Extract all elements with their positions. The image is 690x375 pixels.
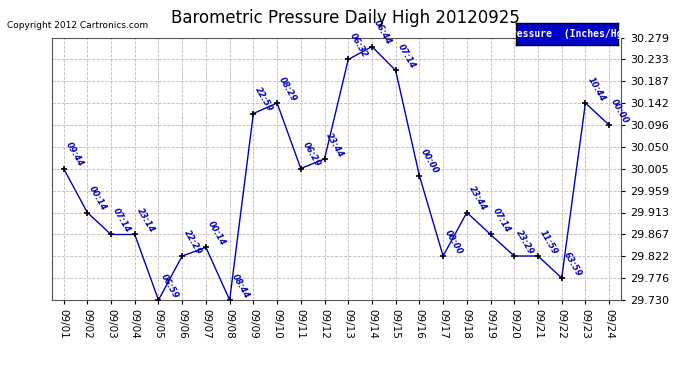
Text: 63:59: 63:59 [562, 250, 583, 278]
Text: 00:00: 00:00 [443, 228, 464, 256]
Text: 08:44: 08:44 [230, 272, 251, 300]
Text: 23:29: 23:29 [514, 228, 535, 256]
Text: 06:59: 06:59 [159, 272, 179, 300]
Text: Barometric Pressure Daily High 20120925: Barometric Pressure Daily High 20120925 [170, 9, 520, 27]
Text: Copyright 2012 Cartronics.com: Copyright 2012 Cartronics.com [7, 21, 148, 30]
Text: 00:00: 00:00 [420, 148, 441, 176]
Text: 06:44: 06:44 [372, 19, 393, 46]
Text: 00:14: 00:14 [206, 220, 227, 248]
Text: 07:14: 07:14 [395, 43, 417, 70]
Text: 09:44: 09:44 [63, 141, 85, 168]
Text: 06:29: 06:29 [301, 141, 322, 168]
Text: 00:14: 00:14 [88, 185, 108, 213]
Text: 11:59: 11:59 [538, 228, 559, 256]
Text: 22:59: 22:59 [253, 86, 275, 114]
Text: 07:14: 07:14 [111, 207, 132, 234]
Text: 22:29: 22:29 [182, 228, 204, 256]
Text: 07:14: 07:14 [491, 207, 512, 234]
Text: 23:44: 23:44 [324, 131, 346, 159]
Text: Pressure  (Inches/Hg): Pressure (Inches/Hg) [506, 29, 629, 39]
Text: 23:44: 23:44 [467, 185, 488, 213]
Text: 23:14: 23:14 [135, 207, 156, 234]
Text: 00:00: 00:00 [609, 97, 631, 125]
Text: 10:44: 10:44 [585, 75, 607, 103]
Text: 08:29: 08:29 [277, 75, 298, 103]
Text: 06:32: 06:32 [348, 32, 369, 60]
